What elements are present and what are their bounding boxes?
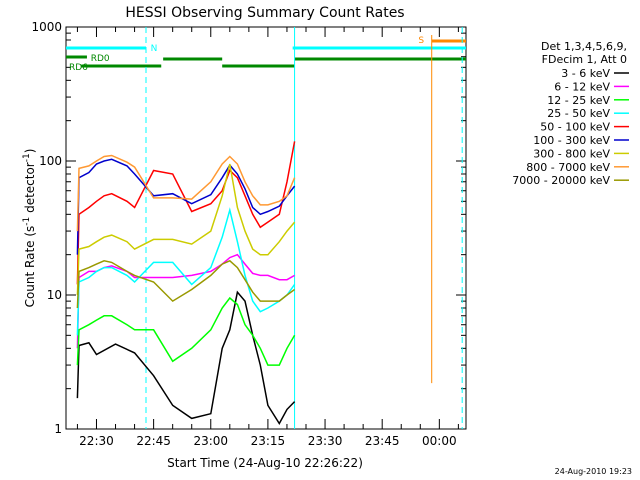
legend-label: 300 - 800 keV: [533, 147, 610, 160]
status-label: RD0: [91, 54, 110, 64]
status-label: RD6: [69, 63, 88, 73]
y-tick-label: 10: [47, 288, 62, 302]
x-tick-label: 22:30: [79, 434, 114, 448]
series-line: [76, 259, 296, 309]
series-line: [76, 158, 296, 255]
y-axis: 1 10 100 1000: [31, 20, 466, 436]
x-axis-label: Start Time (24-Aug-10 22:26:22): [167, 456, 363, 470]
x-tick-label: 23:15: [251, 434, 286, 448]
series-line: [76, 154, 296, 232]
y-tick-label: 1000: [31, 20, 62, 34]
legend-label: 100 - 300 keV: [533, 134, 610, 147]
status-label: N: [151, 44, 158, 54]
x-tick-label: 23:30: [308, 434, 343, 448]
x-tick-label: 23:45: [365, 434, 400, 448]
x-tick-label: 23:00: [193, 434, 228, 448]
series-line: [76, 141, 296, 285]
legend-header-2: FDecim 1, Att 0: [542, 53, 627, 66]
series-line: [76, 296, 296, 366]
legend-label: 6 - 12 keV: [554, 80, 610, 93]
legend-label: 25 - 50 keV: [547, 107, 610, 120]
legend-header-1: Det 1,3,4,5,6,9,: [541, 40, 627, 53]
x-tick-label: 00:00: [422, 434, 457, 448]
timestamp: 24-Aug-2010 19:23: [555, 467, 632, 476]
status-label: S: [418, 36, 424, 46]
chart-title: HESSI Observing Summary Count Rates: [125, 5, 404, 21]
series-lines: [76, 141, 296, 425]
legend-label: 12 - 25 keV: [547, 94, 610, 107]
x-tick-label: 22:45: [136, 434, 171, 448]
y-tick-label: 1: [54, 422, 62, 436]
series-line: [76, 290, 296, 425]
series-line: [76, 163, 296, 296]
legend-label: 7000 - 20000 keV: [512, 174, 610, 187]
legend-label: 800 - 7000 keV: [526, 161, 610, 174]
legend: Det 1,3,4,5,6,9, FDecim 1, Att 0 3 - 6 k…: [512, 40, 629, 187]
plot-frame: [65, 26, 467, 430]
series-line: [76, 207, 296, 336]
legend-label: 50 - 100 keV: [540, 121, 610, 134]
y-axis-label: Count Rate (s-1 detector-1): [22, 149, 37, 308]
x-axis: 22:30 22:45 23:00 23:15 23:30 23:45 00:00: [76, 27, 459, 448]
y-tick-label: 100: [39, 154, 62, 168]
markers: [145, 27, 463, 429]
legend-label: 3 - 6 keV: [561, 67, 610, 80]
